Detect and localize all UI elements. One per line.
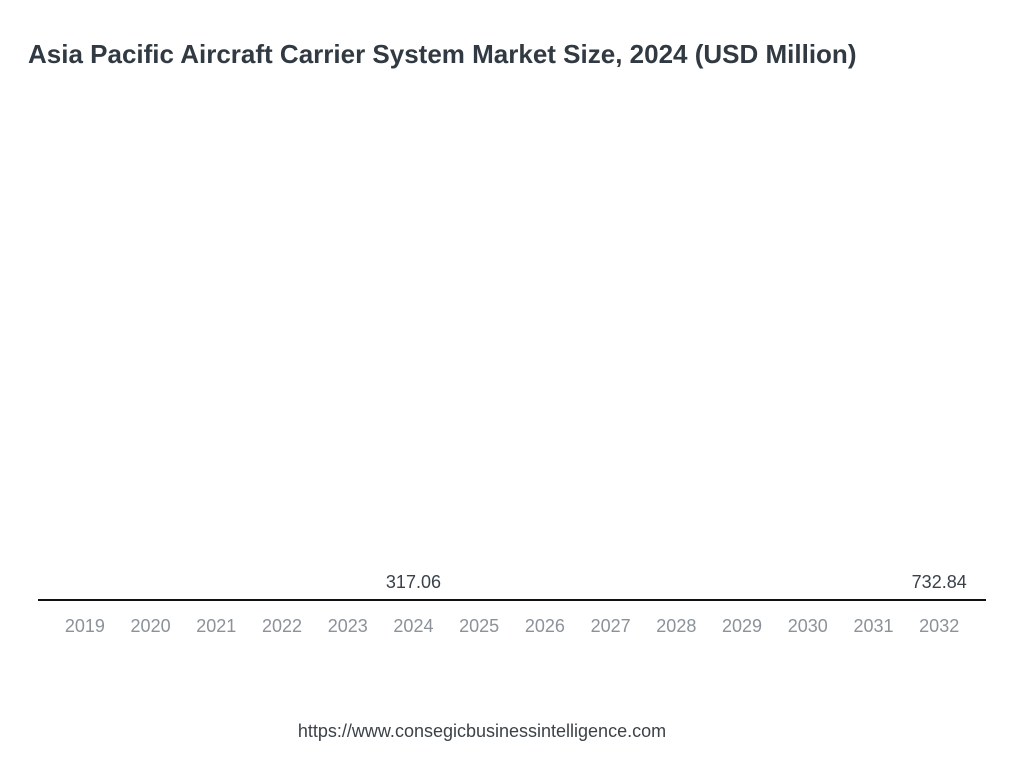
x-tick: 2020 xyxy=(118,616,184,637)
page: Asia Pacific Aircraft Carrier System Mar… xyxy=(0,0,1024,768)
source-url: https://www.consegicbusinessintelligence… xyxy=(0,721,964,742)
chart-title: Asia Pacific Aircraft Carrier System Mar… xyxy=(28,38,996,71)
plot-area: 317.06 732.84 xyxy=(38,141,986,601)
x-tick: 2029 xyxy=(709,616,775,637)
bar-value-label: 732.84 xyxy=(912,572,967,593)
x-tick: 2025 xyxy=(446,616,512,637)
x-tick: 2019 xyxy=(52,616,118,637)
x-tick: 2022 xyxy=(249,616,315,637)
bars-group: 317.06 732.84 xyxy=(38,141,986,599)
x-tick: 2024 xyxy=(381,616,447,637)
x-tick: 2031 xyxy=(841,616,907,637)
x-axis: 2019202020212022202320242025202620272028… xyxy=(38,616,986,637)
bar-value-label: 317.06 xyxy=(386,572,441,593)
x-tick: 2023 xyxy=(315,616,381,637)
x-tick: 2030 xyxy=(775,616,841,637)
x-tick: 2027 xyxy=(578,616,644,637)
x-tick: 2021 xyxy=(183,616,249,637)
x-tick: 2026 xyxy=(512,616,578,637)
x-tick: 2028 xyxy=(643,616,709,637)
chart-container: 317.06732.84 201920202021202220232024202… xyxy=(28,101,996,661)
x-tick: 2032 xyxy=(906,616,972,637)
